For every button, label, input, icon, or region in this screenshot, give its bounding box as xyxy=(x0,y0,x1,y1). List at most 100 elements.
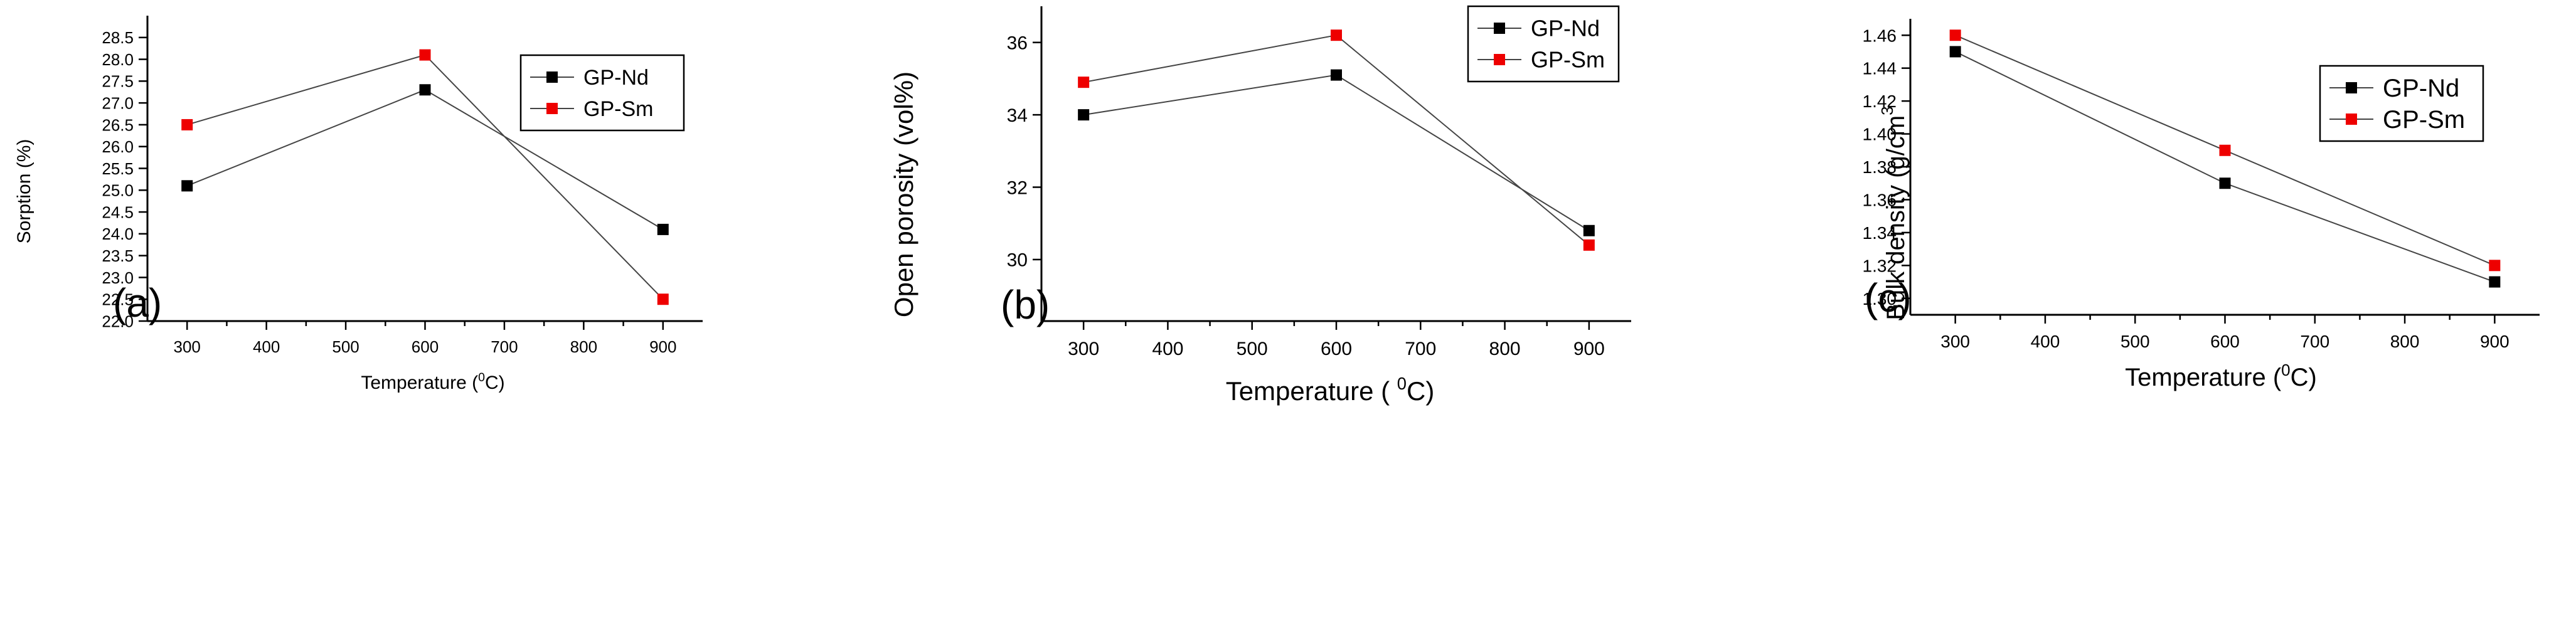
y-axis-title-unit-sup: 3 xyxy=(1878,106,1897,115)
y-axis-title: Sorption (%) xyxy=(14,139,35,244)
legend-box xyxy=(1467,5,1620,83)
x-tick-label: 400 xyxy=(253,337,280,356)
y-tick-label: 24.0 xyxy=(102,224,134,243)
y-tick-label: 1.46 xyxy=(1863,26,1897,45)
y-tick-label: 1.36 xyxy=(1863,191,1897,210)
legend-label-gp-sm: GP-Sm xyxy=(1531,47,1605,73)
y-tick-label: 23.5 xyxy=(102,246,134,265)
y-tick-label: 1.32 xyxy=(1863,256,1897,275)
data-point-gp-nd xyxy=(1078,109,1090,121)
panel-b: 300 400 500 600 700 800 900 30 32 34 36 Temperature… xyxy=(889,5,1631,406)
x-tick-label: 400 xyxy=(1152,339,1183,359)
data-point-gp-nd xyxy=(2219,177,2231,189)
x-axis-title-text: Temperature ( xyxy=(1226,376,1397,406)
y-tick-label: 25.5 xyxy=(102,159,134,178)
legend-label-gp-sm: GP-Sm xyxy=(2383,106,2465,134)
y-tick-label: 1.42 xyxy=(1863,92,1897,111)
legend-label-gp-nd: GP-Nd xyxy=(1531,16,1600,41)
x-tick-label: 300 xyxy=(174,337,201,356)
data-point-gp-sm xyxy=(2219,144,2231,156)
y-axis-title-text: Open porosity (vol%) xyxy=(889,71,918,317)
legend-label-gp-nd: GP-Nd xyxy=(583,66,649,90)
panel-label: (c) xyxy=(1865,275,1912,320)
x-axis-title: Temperature (0C) xyxy=(361,371,504,393)
data-point-gp-sm xyxy=(1331,29,1342,41)
y-tick-label: 22.0 xyxy=(102,312,134,330)
data-point-gp-nd xyxy=(1949,46,1961,58)
y-tick-label: 27.0 xyxy=(102,94,134,113)
x-axis-title: Temperature (0C) xyxy=(2125,361,2317,391)
x-tick-label: 800 xyxy=(1489,339,1521,359)
y-tick-label: 24.5 xyxy=(102,203,134,221)
data-point-gp-sm xyxy=(1583,239,1595,251)
y-tick-label: 1.44 xyxy=(1863,59,1897,78)
y-axis-title-text: Sorption (%) xyxy=(14,139,35,244)
x-tick-label: 900 xyxy=(2480,332,2509,351)
y-tick-label: 1.34 xyxy=(1863,223,1897,243)
x-tick-label: 800 xyxy=(2390,332,2420,351)
y-tick-label: 22.5 xyxy=(102,290,134,309)
x-tick-label: 500 xyxy=(332,337,359,356)
panel-a: 300 400 500 600 700 800 900 22.0 22.5 23.0 23.5 24.… xyxy=(14,16,703,393)
y-axis-title-text: Bulk density (g/cm xyxy=(1882,115,1910,320)
x-tick-label: 300 xyxy=(1940,332,1970,351)
legend-marker-gp-sm xyxy=(1494,54,1505,65)
x-tick-label: 500 xyxy=(1237,339,1268,359)
data-point-gp-nd xyxy=(419,84,431,96)
y-tick-label: 30 xyxy=(1007,250,1028,271)
data-point-gp-nd xyxy=(1583,224,1595,236)
legend-marker-gp-sm xyxy=(2346,114,2357,125)
y-tick-label: 26.0 xyxy=(102,137,134,156)
x-tick-label: 400 xyxy=(2031,332,2060,351)
x-tick-label: 600 xyxy=(412,337,439,356)
y-axis-title: Bulk density (g/cm3 xyxy=(1878,106,1910,320)
data-point-gp-sm xyxy=(2489,260,2501,272)
y-axis-title: Open porosity (vol%) xyxy=(889,71,918,317)
data-point-gp-sm xyxy=(1949,29,1961,41)
x-tick-label: 600 xyxy=(2210,332,2240,351)
panel-label: (b) xyxy=(1001,282,1050,327)
legend-marker-gp-sm xyxy=(546,103,558,114)
data-point-gp-nd xyxy=(1331,69,1342,81)
x-axis-title-text: Temperature ( xyxy=(2125,364,2282,391)
y-tick-label: 34 xyxy=(1007,105,1028,126)
x-axis-title: Temperature ( 0C) xyxy=(1226,374,1435,406)
x-axis-title-unit: C) xyxy=(485,372,505,393)
x-tick-label: 900 xyxy=(649,337,676,356)
y-tick-label: 28.0 xyxy=(102,50,134,69)
x-tick-label: 800 xyxy=(570,337,597,356)
data-point-gp-sm xyxy=(657,293,669,305)
y-tick-label: 25.0 xyxy=(102,181,134,200)
y-tick-label: 28.5 xyxy=(102,28,134,47)
data-point-gp-nd xyxy=(2489,276,2501,288)
y-tick-label: 26.5 xyxy=(102,115,134,134)
legend-marker-gp-nd xyxy=(546,71,558,83)
x-tick-label: 600 xyxy=(1321,339,1352,359)
data-point-gp-sm xyxy=(419,49,431,61)
legend-label-gp-nd: GP-Nd xyxy=(2383,75,2459,102)
data-point-gp-sm xyxy=(181,119,193,130)
x-tick-label: 300 xyxy=(1068,339,1099,359)
y-tick-label: 36 xyxy=(1007,33,1028,54)
y-tick-label: 32 xyxy=(1007,177,1028,198)
x-tick-label: 500 xyxy=(2121,332,2150,351)
legend-marker-gp-nd xyxy=(1494,23,1505,34)
x-tick-label: 700 xyxy=(1405,339,1436,359)
data-point-gp-nd xyxy=(657,223,669,235)
x-tick-label: 700 xyxy=(491,337,518,356)
x-axis-title-text: Temperature ( xyxy=(361,372,478,393)
x-tick-label: 900 xyxy=(1573,339,1605,359)
series-line-gp-nd xyxy=(1083,74,1590,231)
x-axis-title-unit: C) xyxy=(1407,376,1434,406)
x-axis-title-unit: C) xyxy=(2291,364,2317,391)
y-tick-label: 23.0 xyxy=(102,268,134,287)
y-tick-label: 1.40 xyxy=(1863,125,1897,144)
data-point-gp-nd xyxy=(181,180,193,192)
x-axis-title-unit-sup: 0 xyxy=(2281,361,2290,379)
x-tick-label: 700 xyxy=(2300,332,2329,351)
x-axis-title-unit-sup: 0 xyxy=(478,371,485,384)
y-tick-label: 1.38 xyxy=(1863,157,1897,177)
panel-c: 300 400 500 600 700 800 900 1.30 1.32 1.34 1.36 1.3… xyxy=(1863,19,2540,391)
legend-label-gp-sm: GP-Sm xyxy=(583,97,653,121)
